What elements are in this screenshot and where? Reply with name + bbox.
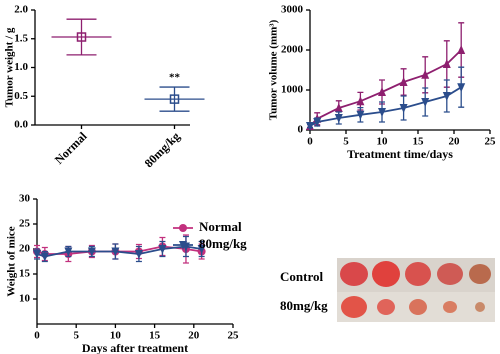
y-tick-label: 10	[19, 293, 31, 305]
line	[36, 245, 202, 258]
x-axis-label: Treatment time/days	[347, 147, 453, 161]
annotation: **	[169, 72, 181, 84]
y-tick-label: 2.0	[14, 4, 28, 16]
y-tick-label: 30	[19, 193, 31, 205]
tumor	[341, 296, 367, 318]
marker	[442, 59, 451, 68]
tumor	[469, 264, 491, 284]
marker	[197, 245, 206, 254]
marker	[179, 224, 187, 232]
tumor	[437, 263, 463, 285]
marker	[169, 94, 180, 104]
marker	[313, 118, 322, 127]
x-tick-label: 20	[449, 136, 461, 148]
marker	[179, 241, 187, 250]
y-tick-label: 1.0	[14, 61, 28, 73]
y-tick-label: 2000	[281, 44, 304, 56]
tumor	[409, 299, 427, 315]
x-tick-label: 20	[188, 330, 200, 342]
x-axis-label: Days after treatment	[82, 341, 188, 354]
tumor	[372, 261, 400, 287]
marker	[87, 247, 96, 257]
marker	[33, 250, 41, 259]
marker	[421, 98, 430, 107]
line	[309, 86, 462, 127]
marker	[399, 104, 408, 113]
legend-label: 80mg/kg	[199, 236, 247, 251]
marker	[111, 247, 120, 257]
marker	[442, 92, 451, 101]
photo: Control 80mg/kg	[280, 258, 495, 322]
marker	[457, 83, 466, 93]
y-tick-label: 0.5	[14, 90, 28, 102]
tumor	[443, 301, 457, 313]
marker	[64, 247, 73, 257]
x-tick-label: 15	[413, 136, 425, 148]
x-tick-label: 10	[377, 136, 389, 148]
y-axis-label: Tumor weight / g	[4, 27, 16, 107]
marker	[457, 45, 466, 54]
x-tick-label: 80mg/kg	[142, 129, 183, 170]
x-tick-label: 5	[343, 136, 349, 148]
x-tick-label: 10	[110, 330, 122, 342]
y-axis-label: Tumor volume (mm³)	[268, 19, 280, 120]
marker	[134, 250, 143, 259]
marker	[356, 110, 365, 120]
x-tick-label: 25	[485, 136, 497, 148]
y-axis-label: Weight of mice	[6, 226, 18, 296]
x-tick-label: 25	[228, 330, 240, 342]
marker	[158, 245, 167, 254]
row-label: 80mg/kg	[280, 298, 328, 313]
row-label: Control	[280, 269, 323, 284]
y-tick-label: 20	[19, 243, 31, 255]
y-tick-label: 3000	[281, 4, 304, 16]
tumor	[377, 299, 395, 315]
tumor	[405, 262, 431, 286]
tumor	[340, 262, 368, 286]
tumor	[475, 302, 485, 312]
marker	[40, 252, 49, 262]
marker	[306, 122, 314, 131]
x-tick-label: 0	[34, 330, 40, 342]
y-tick-label: 0.0	[14, 119, 28, 131]
marker	[399, 77, 408, 86]
x-tick-label: 0	[307, 136, 313, 148]
marker	[356, 96, 365, 106]
marker	[334, 103, 343, 112]
y-tick-label: 15	[19, 268, 31, 280]
line	[309, 49, 462, 127]
marker	[378, 108, 386, 117]
marker	[334, 114, 343, 123]
x-tick-label: Normal	[52, 129, 90, 167]
y-tick-label: 0	[298, 124, 304, 136]
x-tick-label: 15	[149, 330, 161, 342]
marker	[378, 87, 386, 96]
y-tick-label: 1000	[281, 84, 304, 96]
marker	[421, 69, 430, 79]
marker	[76, 32, 87, 42]
legend-label: Normal	[199, 219, 242, 234]
x-tick-label: 5	[73, 330, 79, 342]
y-tick-label: 25	[19, 218, 31, 230]
y-tick-label: 1.5	[14, 32, 28, 44]
